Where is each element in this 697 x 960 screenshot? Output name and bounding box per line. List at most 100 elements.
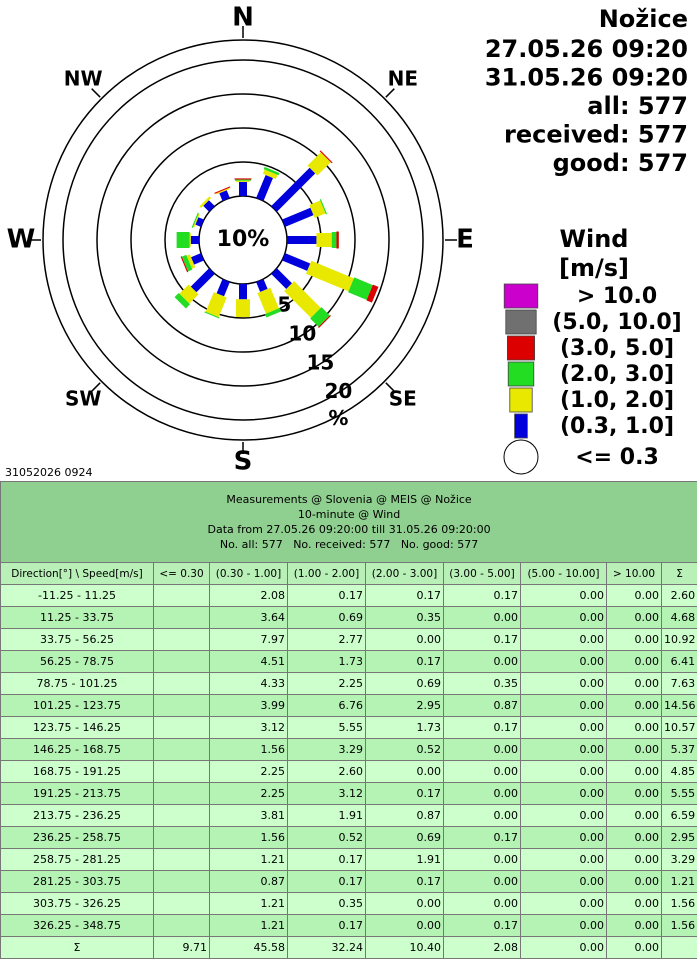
- ring-label: 10: [288, 321, 316, 345]
- direction-label: SW: [65, 386, 101, 410]
- outer-circle: [42, 39, 444, 441]
- table-cell: 0.00: [443, 650, 521, 673]
- rose-segment: [282, 207, 314, 227]
- table-row: 326.25 - 348.75 1.21 0.17 0.00 0.17 0.00 0.00 1…: [0, 914, 697, 937]
- table-cell: [153, 848, 210, 871]
- table-cell: 4.85: [660, 760, 697, 783]
- rose-segment: [309, 200, 326, 218]
- column-header: (2.00 - 3.00]: [365, 562, 444, 585]
- table-cell: 0.35: [365, 606, 444, 629]
- table-cell: 0.00: [606, 760, 662, 783]
- row-label: Σ: [0, 936, 154, 959]
- table-row: 101.25 - 123.75 3.99 6.76 2.95 0.87 0.00 0.00 1…: [0, 694, 697, 717]
- table-cell: 0.00: [520, 672, 607, 695]
- table-cell: 14.56: [660, 694, 697, 717]
- table-cell: 5.55: [287, 716, 366, 739]
- table-row: Σ 9.71 45.58 32.24 10.40 2.08 0.00 0.00: [0, 936, 697, 959]
- legend-title: [m/s]: [559, 254, 629, 282]
- table-cell: 1.73: [365, 716, 444, 739]
- table-cell: 10.57: [660, 716, 697, 739]
- rose-segment: [190, 236, 200, 244]
- table-cell: 1.56: [660, 892, 697, 915]
- chart-title: Nožice: [599, 5, 688, 33]
- legend-swatch: [503, 283, 539, 309]
- header-line: Data from 27.05.26 09:20:00 till 31.05.2…: [207, 523, 491, 536]
- table-cell: 3.29: [660, 848, 697, 871]
- direction-label: W: [7, 225, 36, 255]
- table-cell: 3.29: [287, 738, 366, 761]
- table-cell: 1.91: [287, 804, 366, 827]
- table-cell: [153, 892, 210, 915]
- table-cell: 0.00: [520, 760, 607, 783]
- rose-segment: [236, 180, 250, 182]
- rose-segment: [191, 253, 204, 265]
- table-cell: [153, 782, 210, 805]
- direction-label: S: [234, 447, 253, 477]
- table-cell: 6.41: [660, 650, 697, 673]
- legend-swatch: [509, 387, 533, 413]
- rose-segment: [307, 152, 331, 176]
- table-cell: 0.52: [287, 826, 366, 849]
- table-cell: 0.00: [520, 804, 607, 827]
- rose-segment: [318, 315, 331, 328]
- table-cell: 0.00: [443, 804, 521, 827]
- data-table: Measurements @ Slovenia @ MEIS @ Nožice 1…: [0, 481, 697, 959]
- table-cell: 0.00: [606, 914, 662, 937]
- table-cell: 0.00: [520, 650, 607, 673]
- column-header: > 10.00: [606, 562, 662, 585]
- table-cell: [153, 760, 210, 783]
- table-header: Measurements @ Slovenia @ MEIS @ Nožice 1…: [0, 481, 697, 563]
- ring-unit: %: [328, 406, 348, 430]
- rose-segment: [262, 169, 278, 180]
- table-cell: [660, 936, 697, 959]
- rose-segment: [193, 213, 200, 228]
- row-label: 146.25 - 168.75: [0, 738, 154, 761]
- table-cell: 0.87: [443, 694, 521, 717]
- rose-segment: [239, 181, 247, 196]
- row-label: 213.75 - 236.25: [0, 804, 154, 827]
- legend-label: <= 0.3: [575, 445, 659, 470]
- ring-label: 20: [324, 379, 352, 403]
- table-cell: 0.17: [287, 848, 366, 871]
- rose-segment: [205, 292, 227, 318]
- table-cell: [153, 584, 210, 607]
- table-row: 281.25 - 303.75 0.87 0.17 0.17 0.00 0.00 0.00 1…: [0, 870, 697, 893]
- table-row: 236.25 - 258.75 1.56 0.52 0.69 0.17 0.00 0.00 2…: [0, 826, 697, 849]
- table-cell: 2.95: [365, 694, 444, 717]
- table-cell: 0.69: [287, 606, 366, 629]
- table-cell: 2.25: [287, 672, 366, 695]
- table-cell: [153, 738, 210, 761]
- rose-segment: [234, 178, 252, 180]
- row-label: 191.25 - 213.75: [0, 782, 154, 805]
- table-cell: 0.00: [520, 782, 607, 805]
- table-row: 146.25 - 168.75 1.56 3.29 0.52 0.00 0.00 0.00 5…: [0, 738, 697, 761]
- table-cell: 5.55: [660, 782, 697, 805]
- rose-segment: [319, 199, 327, 215]
- rose-segment: [331, 232, 337, 248]
- table-cell: [153, 870, 210, 893]
- table-cell: 0.00: [520, 606, 607, 629]
- rose-segment: [257, 287, 279, 314]
- rose-segment: [284, 281, 321, 318]
- table-row: 303.75 - 326.25 1.21 0.35 0.00 0.00 0.00 0.00 1…: [0, 892, 697, 915]
- row-label: 303.75 - 326.25: [0, 892, 154, 915]
- column-header: Σ: [660, 562, 697, 585]
- table-cell: 1.73: [287, 650, 366, 673]
- table-cell: 0.00: [520, 870, 607, 893]
- table-cell: 0.00: [443, 848, 521, 871]
- row-label: 56.25 - 78.75: [0, 650, 154, 673]
- table-cell: 0.17: [287, 584, 366, 607]
- table-cell: 0.00: [443, 606, 521, 629]
- table-cell: 0.17: [365, 584, 444, 607]
- table-cell: 0.00: [606, 738, 662, 761]
- row-label: 78.75 - 101.25: [0, 672, 154, 695]
- table-cell: 0.00: [520, 826, 607, 849]
- rose-segment: [271, 268, 292, 289]
- rose-segment: [316, 233, 332, 247]
- legend-title: Wind: [560, 225, 629, 253]
- table-cell: 2.08: [209, 584, 288, 607]
- table-cell: 3.12: [287, 782, 366, 805]
- legend-label: (3.0, 5.0]: [560, 336, 674, 361]
- table-cell: 1.91: [365, 848, 444, 871]
- table-row: 213.75 - 236.25 3.81 1.91 0.87 0.00 0.00 0.00 6…: [0, 804, 697, 827]
